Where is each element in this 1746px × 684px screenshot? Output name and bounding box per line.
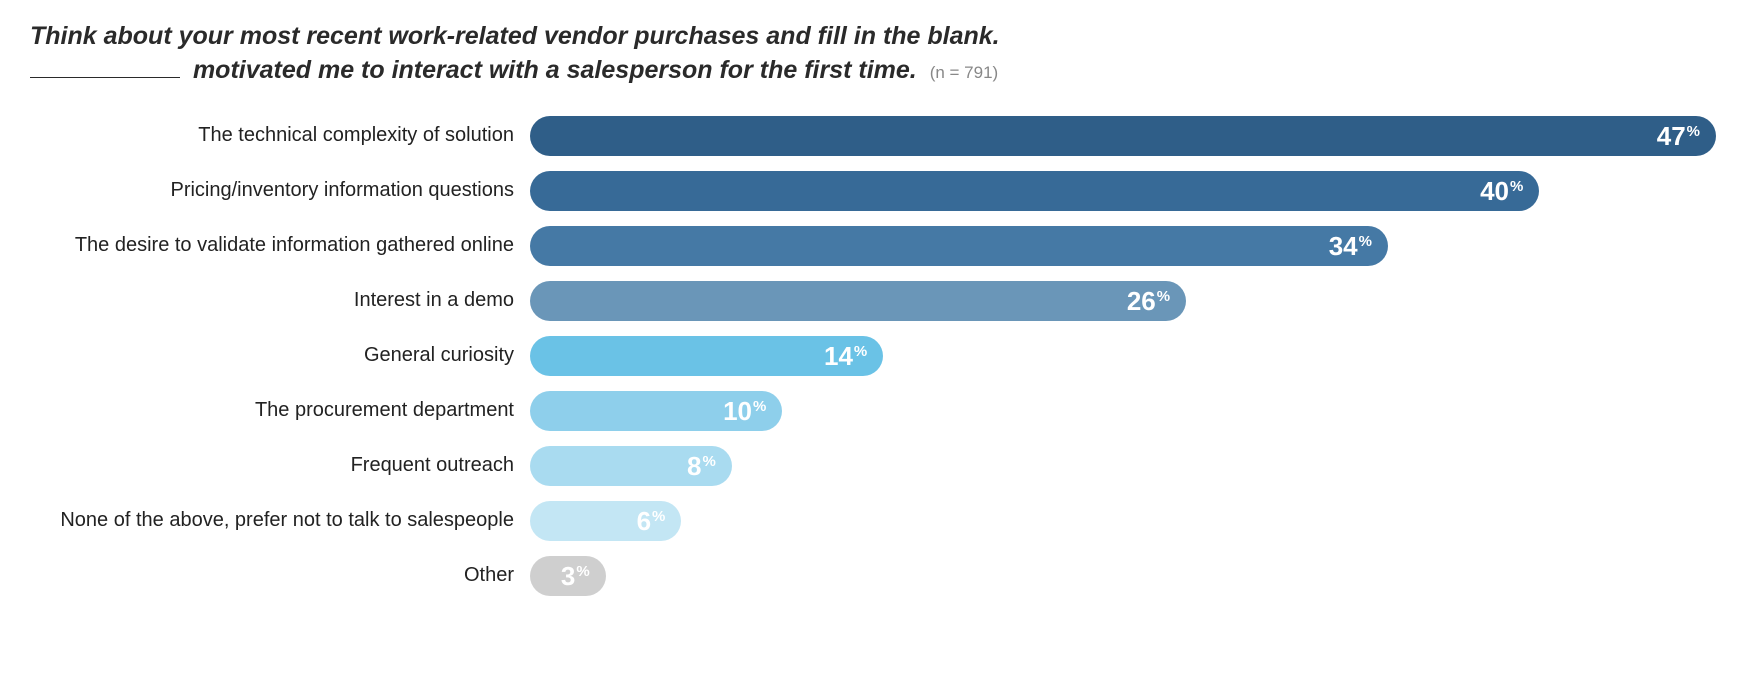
bar-value: 34% <box>1329 233 1372 259</box>
bar-track: 26% <box>530 281 1716 321</box>
bar-value: 47% <box>1657 123 1700 149</box>
bar: 26% <box>530 281 1186 321</box>
bar: 10% <box>530 391 782 431</box>
percent-sign: % <box>576 564 589 579</box>
bar-label: Frequent outreach <box>30 454 530 477</box>
percent-sign: % <box>703 454 716 469</box>
bar: 14% <box>530 336 883 376</box>
bar: 34% <box>530 226 1388 266</box>
bar-label: The desire to validate information gathe… <box>30 234 530 257</box>
bar-track: 10% <box>530 391 1716 431</box>
bar-track: 47% <box>530 116 1716 156</box>
bar-value: 26% <box>1127 288 1170 314</box>
fill-in-blank <box>30 55 180 78</box>
bar-track: 8% <box>530 446 1716 486</box>
bar-value: 10% <box>723 398 766 424</box>
sample-size: (n = 791) <box>930 63 999 82</box>
percent-sign: % <box>753 399 766 414</box>
bar-row: Pricing/inventory information questions 4… <box>30 171 1716 211</box>
bar-row: The desire to validate information gathe… <box>30 226 1716 266</box>
bar-value: 14% <box>824 343 867 369</box>
bar-value: 3% <box>561 563 590 589</box>
percent-sign: % <box>1687 124 1700 139</box>
bar-label: Pricing/inventory information questions <box>30 179 530 202</box>
bar: 8% <box>530 446 732 486</box>
percent-sign: % <box>652 509 665 524</box>
percent-sign: % <box>1157 289 1170 304</box>
bar-row: The technical complexity of solution 47% <box>30 116 1716 156</box>
title-line-1: Think about your most recent work-relate… <box>30 20 1716 54</box>
bar-track: 40% <box>530 171 1716 211</box>
bar-track: 34% <box>530 226 1716 266</box>
bar-label: The procurement department <box>30 399 530 422</box>
bar-track: 3% <box>530 556 1716 596</box>
percent-sign: % <box>1359 234 1372 249</box>
bar-label: None of the above, prefer not to talk to… <box>30 509 530 532</box>
chart-title: Think about your most recent work-relate… <box>30 20 1716 88</box>
bar: 6% <box>530 501 681 541</box>
bar-label: The technical complexity of solution <box>30 124 530 147</box>
bar-track: 14% <box>530 336 1716 376</box>
bar-row: Frequent outreach 8% <box>30 446 1716 486</box>
bar-label: Interest in a demo <box>30 289 530 312</box>
percent-sign: % <box>854 344 867 359</box>
bar-row: Other 3% <box>30 556 1716 596</box>
bar-label: Other <box>30 564 530 587</box>
bar-row: The procurement department 10% <box>30 391 1716 431</box>
percent-sign: % <box>1510 179 1523 194</box>
bar-value: 8% <box>687 453 716 479</box>
bar-row: General curiosity 14% <box>30 336 1716 376</box>
bar-row: None of the above, prefer not to talk to… <box>30 501 1716 541</box>
bar-track: 6% <box>530 501 1716 541</box>
title-line-2: motivated me to interact with a salesper… <box>186 56 917 84</box>
bar-chart: The technical complexity of solution 47% P… <box>30 116 1716 596</box>
bar-row: Interest in a demo 26% <box>30 281 1716 321</box>
bar-value: 6% <box>637 508 666 534</box>
bar: 3% <box>530 556 606 596</box>
bar-label: General curiosity <box>30 344 530 367</box>
bar: 47% <box>530 116 1716 156</box>
bar-value: 40% <box>1480 178 1523 204</box>
bar: 40% <box>530 171 1539 211</box>
